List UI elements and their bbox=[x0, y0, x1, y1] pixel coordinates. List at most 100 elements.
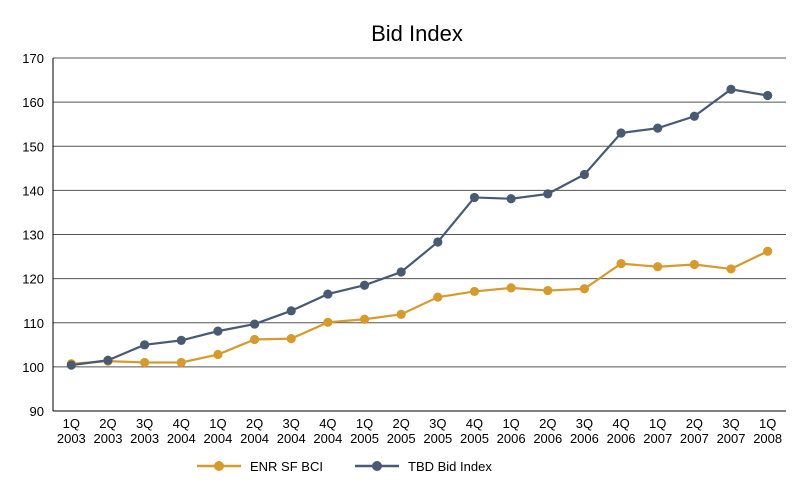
y-tick-label: 120 bbox=[22, 272, 44, 287]
legend-swatch-marker bbox=[372, 461, 382, 471]
data-point bbox=[653, 123, 663, 133]
series-line-0 bbox=[71, 250, 769, 365]
data-point bbox=[213, 349, 223, 360]
x-tick-label-year: 2004 bbox=[277, 431, 306, 446]
y-tick-label: 160 bbox=[22, 95, 44, 110]
x-tick-label-year: 2007 bbox=[680, 431, 709, 446]
x-tick-label-quarter: 3Q bbox=[429, 416, 446, 431]
chart-title: Bid Index bbox=[371, 21, 463, 46]
x-tick-label-year: 2004 bbox=[313, 431, 342, 446]
x-tick-label-quarter: 2Q bbox=[686, 416, 703, 431]
data-point bbox=[140, 357, 150, 368]
data-point bbox=[689, 259, 699, 270]
x-tick-label-year: 2004 bbox=[167, 431, 196, 446]
data-point bbox=[323, 317, 333, 327]
x-tick-label-quarter: 1Q bbox=[63, 416, 80, 431]
data-point bbox=[433, 292, 443, 302]
data-point bbox=[359, 280, 370, 290]
data-point bbox=[433, 237, 443, 247]
y-axis-ticks: 90 100 110 120 130 140 150 160 170 bbox=[22, 51, 44, 419]
x-tick-label-year: 2005 bbox=[460, 431, 489, 446]
data-point bbox=[726, 264, 736, 274]
x-tick-label-quarter: 1Q bbox=[502, 416, 519, 431]
data-point bbox=[213, 326, 223, 336]
data-point bbox=[469, 286, 480, 297]
data-point bbox=[579, 169, 590, 180]
x-tick-label-year: 2007 bbox=[643, 431, 672, 446]
x-tick-label-year: 2007 bbox=[717, 431, 746, 446]
x-tick-label-quarter: 3Q bbox=[576, 416, 593, 431]
data-point bbox=[763, 90, 773, 101]
data-point bbox=[689, 111, 699, 121]
data-point bbox=[249, 319, 260, 329]
y-tick-label: 90 bbox=[30, 404, 44, 419]
x-tick-label-quarter: 1Q bbox=[356, 416, 373, 431]
x-tick-label-quarter: 4Q bbox=[466, 416, 483, 431]
data-point bbox=[396, 309, 406, 319]
y-tick-label: 130 bbox=[22, 228, 44, 243]
data-point bbox=[286, 306, 296, 316]
data-point bbox=[249, 334, 260, 345]
data-point bbox=[653, 262, 663, 272]
x-tick-label-year: 2005 bbox=[423, 431, 452, 446]
data-point bbox=[359, 314, 370, 324]
data-point bbox=[506, 283, 516, 293]
x-tick-label-year: 2004 bbox=[203, 431, 232, 446]
data-point bbox=[506, 194, 516, 204]
x-tick-label-year: 2003 bbox=[57, 431, 86, 446]
data-point bbox=[579, 284, 590, 294]
y-tick-label: 150 bbox=[22, 139, 44, 154]
x-tick-label-quarter: 1Q bbox=[649, 416, 666, 431]
data-point bbox=[323, 289, 333, 299]
data-point bbox=[66, 360, 76, 370]
data-point bbox=[176, 357, 186, 368]
x-axis-ticks: 1Q20032Q20033Q20034Q20041Q20042Q20043Q20… bbox=[57, 416, 782, 446]
legend-item: ENR SF BCI bbox=[197, 459, 323, 474]
data-point bbox=[543, 189, 553, 199]
x-tick-label-quarter: 2Q bbox=[539, 416, 556, 431]
x-tick-label-quarter: 1Q bbox=[759, 416, 776, 431]
x-tick-label-quarter: 2Q bbox=[99, 416, 116, 431]
legend-label: ENR SF BCI bbox=[250, 459, 323, 474]
plot-area bbox=[66, 84, 773, 370]
x-tick-label-year: 2006 bbox=[533, 431, 562, 446]
grid-lines bbox=[52, 57, 786, 412]
data-point bbox=[543, 285, 553, 296]
data-point bbox=[176, 335, 186, 345]
x-tick-label-quarter: 3Q bbox=[722, 416, 739, 431]
x-tick-label-year: 2006 bbox=[607, 431, 636, 446]
legend: ENR SF BCI TBD Bid Index bbox=[197, 459, 492, 474]
data-point bbox=[616, 128, 626, 138]
data-point bbox=[286, 334, 296, 344]
x-tick-label-quarter: 4Q bbox=[612, 416, 629, 431]
x-tick-label-year: 2006 bbox=[497, 431, 526, 446]
data-point bbox=[763, 246, 773, 256]
x-tick-label-year: 2006 bbox=[570, 431, 599, 446]
x-tick-label-quarter: 4Q bbox=[319, 416, 336, 431]
series-line-1 bbox=[71, 88, 768, 367]
data-point bbox=[469, 192, 480, 203]
x-tick-label-quarter: 1Q bbox=[209, 416, 226, 431]
x-tick-label-quarter: 4Q bbox=[173, 416, 190, 431]
y-tick-label: 100 bbox=[22, 360, 44, 375]
x-tick-label-year: 2008 bbox=[753, 431, 782, 446]
y-tick-label: 170 bbox=[22, 51, 44, 66]
y-tick-label: 110 bbox=[23, 316, 44, 331]
data-point bbox=[396, 267, 406, 277]
x-tick-label-year: 2003 bbox=[130, 431, 159, 446]
x-tick-label-quarter: 2Q bbox=[393, 416, 410, 431]
x-tick-label-year: 2003 bbox=[94, 431, 123, 446]
y-tick-label: 140 bbox=[22, 183, 44, 198]
data-point bbox=[616, 259, 626, 269]
x-tick-label-quarter: 3Q bbox=[136, 416, 153, 431]
data-point bbox=[726, 84, 736, 94]
x-tick-label-year: 2004 bbox=[240, 431, 269, 446]
legend-label: TBD Bid Index bbox=[408, 459, 492, 474]
x-tick-label-quarter: 3Q bbox=[283, 416, 300, 431]
legend-item: TBD Bid Index bbox=[355, 459, 492, 474]
data-point bbox=[103, 355, 113, 365]
legend-swatch-marker bbox=[214, 461, 224, 471]
data-point bbox=[140, 340, 150, 350]
x-tick-label-year: 2005 bbox=[350, 431, 379, 446]
